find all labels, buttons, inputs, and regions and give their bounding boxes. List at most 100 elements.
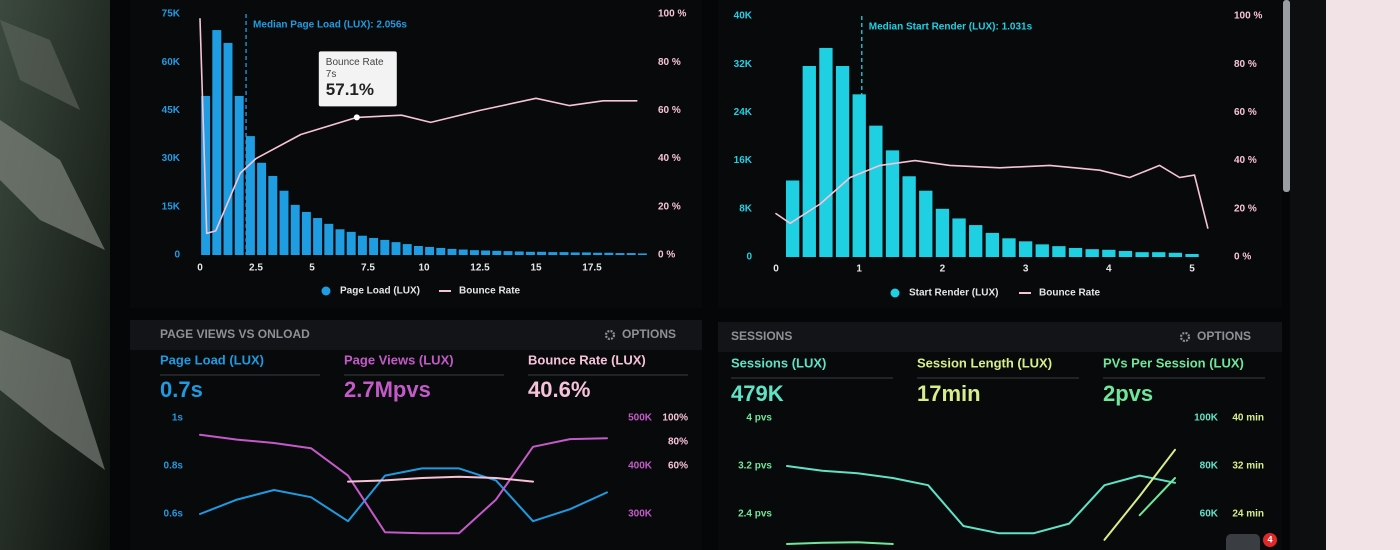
bar xyxy=(869,125,883,257)
panel-header xyxy=(130,320,702,350)
panel xyxy=(130,350,702,550)
bar xyxy=(425,246,435,255)
y2-tick-label: 100 % xyxy=(1234,11,1262,22)
bar xyxy=(604,252,614,255)
bar xyxy=(257,162,267,255)
bar xyxy=(615,253,625,255)
x-tick-label: 5 xyxy=(309,263,315,274)
y2-tick-label: 100 % xyxy=(658,9,686,20)
bar xyxy=(346,231,356,255)
bar xyxy=(952,218,966,257)
stat-value: 2pvs xyxy=(1103,381,1153,406)
leaf xyxy=(0,330,105,470)
tooltip-x: 7s xyxy=(326,69,337,80)
bar xyxy=(548,252,558,255)
panel-title: PAGE VIEWS VS ONLOAD xyxy=(160,327,310,341)
bar xyxy=(581,252,591,255)
x-tick-label: 3 xyxy=(1023,264,1029,275)
notification-badge xyxy=(1263,533,1277,547)
y2-tick-label: 500K xyxy=(628,413,653,424)
x-tick-label: 7.5 xyxy=(361,263,375,274)
bar xyxy=(935,208,950,257)
bar xyxy=(492,250,502,255)
series-line xyxy=(786,465,1176,535)
y3-tick-label: 40 min xyxy=(1232,413,1264,424)
y3-tick-label: 100% xyxy=(662,413,688,424)
bar xyxy=(458,249,468,255)
y-tick-label: 2.4 pvs xyxy=(738,509,772,520)
y3-tick-label: 32 min xyxy=(1232,461,1264,472)
bar xyxy=(626,253,636,255)
options-icon xyxy=(604,329,616,341)
y2-tick-label: 0 % xyxy=(658,250,675,261)
y2-tick-label: 400K xyxy=(628,461,653,472)
bar xyxy=(469,250,479,255)
y-tick-label: 0.6s xyxy=(164,509,184,520)
bar xyxy=(1168,252,1183,257)
y-tick-label: 40K xyxy=(734,11,753,22)
bar xyxy=(268,175,278,255)
bar xyxy=(380,239,390,255)
bar xyxy=(570,252,580,255)
bounce-line xyxy=(199,18,638,235)
x-tick-label: 0 xyxy=(197,263,203,274)
bar xyxy=(223,42,233,255)
bar xyxy=(559,252,569,255)
bar xyxy=(969,225,983,257)
legend-label: Bounce Rate xyxy=(459,286,521,297)
y-tick-label: 24K xyxy=(734,107,753,118)
legend-label: Start Render (LUX) xyxy=(909,288,998,299)
bar xyxy=(413,246,423,255)
y2-tick-label: 300K xyxy=(628,509,653,520)
stat-value: 2.7Mpvs xyxy=(344,377,431,402)
x-tick-label: 0 xyxy=(773,264,779,275)
bar xyxy=(447,248,457,255)
stat-value: 17min xyxy=(917,381,981,406)
badge-count: 4 xyxy=(1267,534,1272,544)
bar xyxy=(835,66,850,257)
bar xyxy=(1035,244,1049,257)
bar xyxy=(902,176,916,257)
y-tick-label: 1s xyxy=(172,413,184,424)
bar xyxy=(525,251,535,255)
x-tick-label: 10 xyxy=(418,263,430,274)
tooltip-value: 57.1% xyxy=(326,80,374,99)
bar xyxy=(335,229,345,255)
options-button[interactable]: OPTIONS xyxy=(622,327,676,341)
leaf xyxy=(0,120,105,250)
series-line xyxy=(199,433,608,535)
stat-label: Session Length (LUX) xyxy=(917,355,1052,370)
series-line xyxy=(347,475,534,483)
chat-button[interactable] xyxy=(1226,534,1260,550)
panel xyxy=(718,0,1282,308)
bounce-line xyxy=(775,159,1209,229)
y3-tick-label: 24 min xyxy=(1232,509,1264,520)
bar xyxy=(313,218,323,255)
y-tick-label: 15K xyxy=(162,201,181,212)
series-line xyxy=(1103,448,1176,541)
bar xyxy=(593,252,603,255)
legend-marker xyxy=(321,286,331,296)
y2-tick-label: 20 % xyxy=(1234,203,1257,214)
bar xyxy=(1052,246,1066,257)
y2-tick-label: 40 % xyxy=(1234,155,1257,166)
bar xyxy=(369,237,379,255)
bar xyxy=(324,223,334,255)
y-tick-label: 30K xyxy=(162,153,181,164)
scrollbar[interactable] xyxy=(1283,0,1290,192)
y2-tick-label: 100K xyxy=(1194,413,1219,424)
y-tick-label: 32K xyxy=(734,59,753,70)
panel xyxy=(718,352,1282,550)
series-line xyxy=(786,477,1176,545)
stat-value: 0.7s xyxy=(160,377,203,402)
median-label: Median Page Load (LUX): 2.056s xyxy=(253,20,407,31)
legend-marker xyxy=(890,288,900,298)
bar xyxy=(985,232,999,257)
options-button[interactable]: OPTIONS xyxy=(1197,329,1251,343)
y-tick-label: 3.2 pvs xyxy=(738,461,772,472)
y2-tick-label: 60K xyxy=(1200,509,1219,520)
stat-label: PVs Per Session (LUX) xyxy=(1103,355,1244,370)
bar xyxy=(357,235,367,255)
x-tick-label: 15 xyxy=(530,263,542,274)
